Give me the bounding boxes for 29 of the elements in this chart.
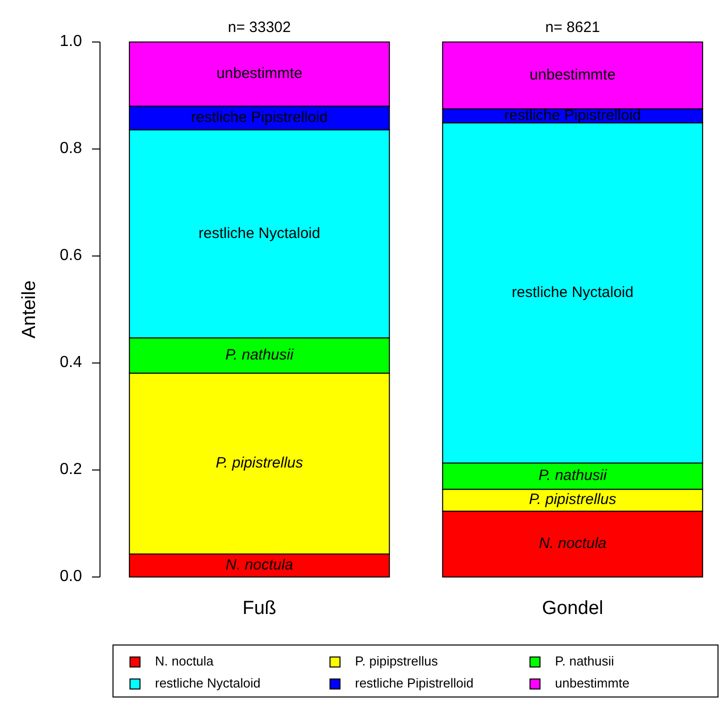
data-label: restliche Nyctaloid bbox=[198, 224, 320, 242]
y-tick-label: 0.8 bbox=[60, 140, 82, 158]
data-label: unbestimmte bbox=[216, 65, 302, 82]
y-tick-label: 0.4 bbox=[60, 354, 82, 372]
x-tick-label: Gondel bbox=[542, 598, 604, 619]
data-label: restliche Nyctaloid bbox=[512, 284, 634, 301]
data-label: P. nathusii bbox=[225, 346, 294, 364]
y-tick-label: 0.0 bbox=[60, 568, 82, 586]
legend-label: restliche Pipistrelloid bbox=[355, 675, 474, 690]
data-label: restliche Pipistrelloid bbox=[504, 106, 641, 124]
data-label: P. nathusii bbox=[538, 467, 608, 484]
y-tick-label: 0.2 bbox=[60, 461, 82, 478]
legend-label: P. pipipstrellus bbox=[355, 653, 438, 668]
annotation: n= 8621 bbox=[545, 18, 600, 36]
y-axis-title: Anteile bbox=[19, 280, 40, 339]
legend-label: N. noctula bbox=[155, 653, 214, 668]
data-label: P. pipistrellus bbox=[216, 454, 304, 472]
data-label: P. pipistrellus bbox=[528, 491, 617, 508]
data-label: N. noctula bbox=[226, 556, 294, 574]
x-tick-label: Fuß bbox=[242, 598, 276, 619]
y-tick-label: 0.6 bbox=[60, 247, 82, 264]
legend-label: P. nathusii bbox=[555, 653, 614, 668]
data-label: unbestimmte bbox=[530, 66, 616, 84]
data-label: restliche Pipistrelloid bbox=[191, 108, 328, 126]
legend-label: restliche Nyctaloid bbox=[155, 675, 260, 690]
data-label: N. noctula bbox=[538, 535, 606, 552]
legend-label: unbestimmte bbox=[555, 675, 630, 690]
y-tick-label: 1.0 bbox=[60, 33, 82, 50]
annotation: n= 33302 bbox=[228, 18, 291, 36]
